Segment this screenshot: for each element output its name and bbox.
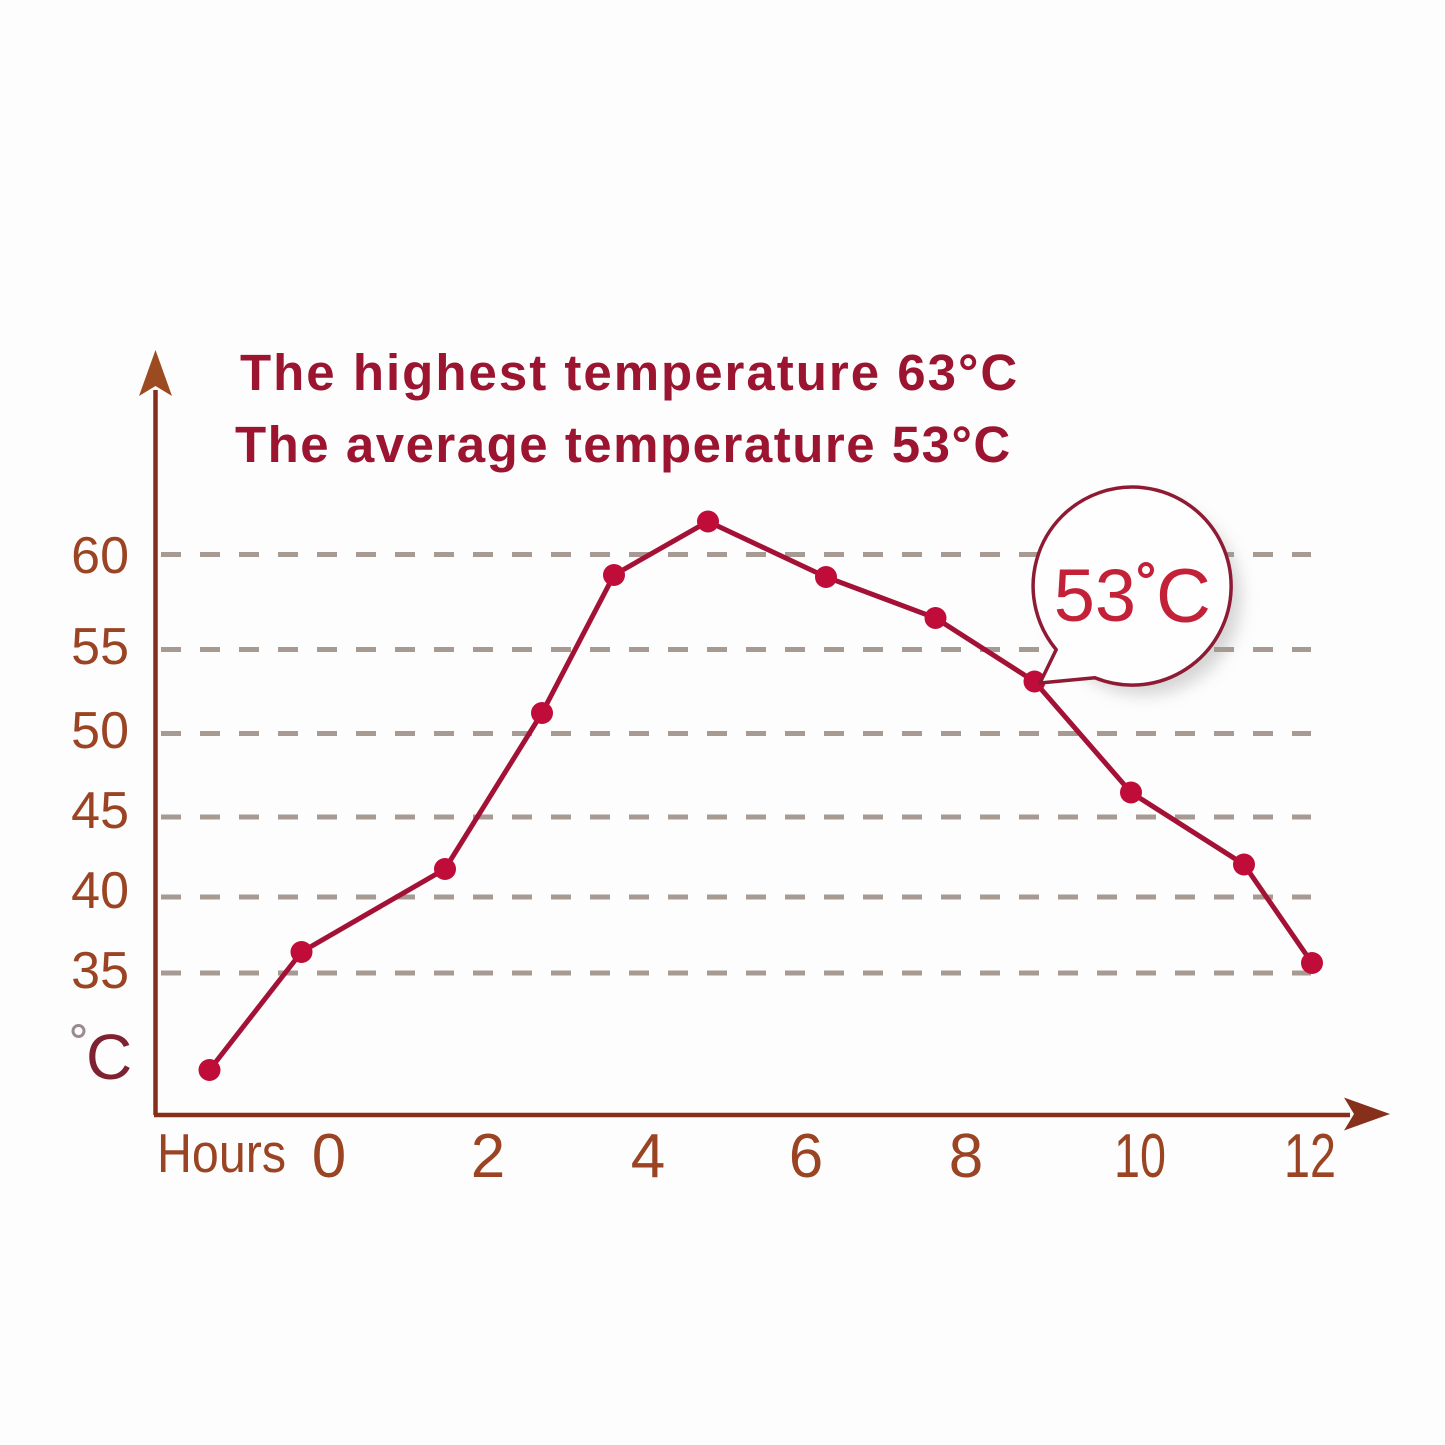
svg-text:12: 12 xyxy=(1284,1122,1336,1191)
svg-text:Hours: Hours xyxy=(157,1122,286,1184)
svg-text:8: 8 xyxy=(949,1122,983,1191)
svg-text:4: 4 xyxy=(631,1122,665,1191)
svg-text:The highest temperature 63°C: The highest temperature 63°C xyxy=(240,344,1019,401)
svg-text:2: 2 xyxy=(471,1122,505,1191)
svg-text:The average temperature 53°C: The average temperature 53°C xyxy=(235,416,1012,473)
svg-text:35: 35 xyxy=(71,942,129,1000)
svg-text:C: C xyxy=(1156,554,1211,639)
svg-text:C: C xyxy=(86,1021,132,1093)
svg-text:0: 0 xyxy=(312,1122,346,1191)
svg-text:6: 6 xyxy=(789,1122,823,1191)
svg-text:50: 50 xyxy=(71,702,129,760)
svg-text:45: 45 xyxy=(71,782,129,840)
svg-text:60: 60 xyxy=(71,527,129,585)
svg-text:55: 55 xyxy=(71,618,129,676)
svg-text:10: 10 xyxy=(1114,1122,1166,1191)
svg-text:53: 53 xyxy=(1054,554,1136,637)
svg-text:40: 40 xyxy=(71,862,129,920)
